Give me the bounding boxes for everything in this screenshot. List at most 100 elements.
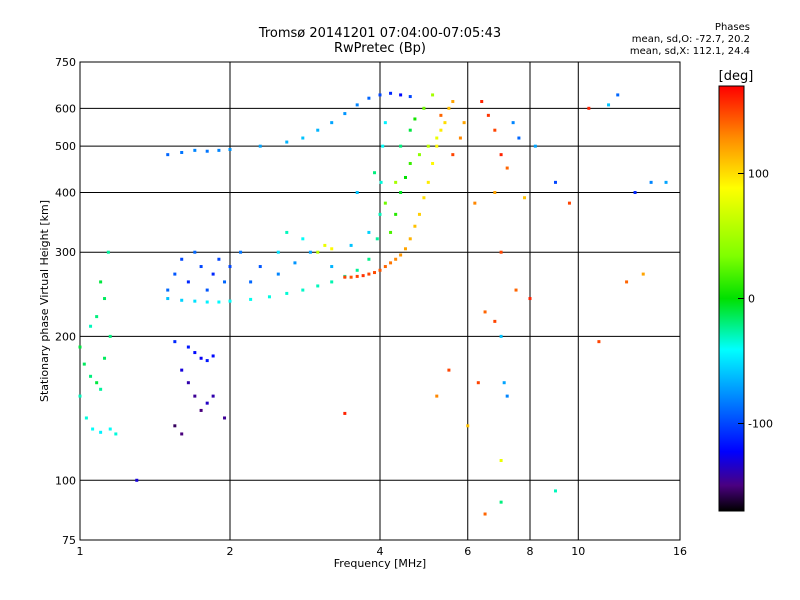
data-point <box>135 478 139 482</box>
data-point <box>205 149 209 153</box>
data-point <box>616 93 620 97</box>
data-point <box>276 250 280 254</box>
data-point <box>228 148 232 152</box>
data-point <box>394 212 398 216</box>
data-point <box>343 275 347 279</box>
data-point <box>316 128 320 132</box>
data-point <box>378 268 382 272</box>
data-point <box>399 144 403 148</box>
data-point <box>367 230 371 234</box>
data-point <box>205 288 209 292</box>
data-point <box>285 291 289 295</box>
data-point <box>293 261 297 265</box>
data-point <box>349 275 353 279</box>
data-point <box>394 257 398 261</box>
data-point <box>199 408 203 412</box>
data-point <box>99 430 103 434</box>
data-point <box>308 250 312 254</box>
data-point <box>451 100 455 104</box>
data-point <box>285 230 289 234</box>
data-point <box>301 237 305 241</box>
data-point <box>186 345 190 349</box>
data-point <box>426 144 430 148</box>
data-point <box>493 190 497 194</box>
data-point <box>597 340 601 344</box>
chart-subtitle: RwPretec (Bp) <box>333 41 427 56</box>
data-point <box>267 295 271 299</box>
data-point <box>587 106 591 110</box>
data-point <box>422 106 426 110</box>
data-point <box>249 280 253 284</box>
data-point <box>431 161 435 165</box>
data-point <box>211 354 215 358</box>
data-point <box>193 351 197 355</box>
data-point <box>205 359 209 363</box>
data-point <box>355 274 359 278</box>
data-point <box>493 128 497 132</box>
data-point <box>447 368 451 372</box>
data-point <box>323 243 327 247</box>
data-point <box>301 136 305 140</box>
data-point <box>180 432 184 436</box>
data-point <box>343 112 347 116</box>
data-point <box>499 334 503 338</box>
data-point <box>91 427 95 431</box>
data-point <box>78 345 82 349</box>
data-point <box>186 381 190 385</box>
y-tick-label: 400 <box>55 186 76 199</box>
colorbar-unit-label: [deg] <box>718 69 754 84</box>
data-point <box>439 128 443 132</box>
data-point <box>239 250 243 254</box>
data-point <box>389 261 393 265</box>
data-point <box>389 230 393 234</box>
data-point <box>367 257 371 261</box>
data-point <box>367 96 371 100</box>
data-point <box>355 268 359 272</box>
x-axis-label: Frequency [MHz] <box>334 557 426 570</box>
data-point <box>641 272 645 276</box>
x-tick-label: 1 <box>77 545 84 558</box>
data-point <box>649 180 653 184</box>
data-point <box>285 140 289 144</box>
data-point <box>173 424 177 428</box>
data-point <box>330 121 334 125</box>
stats-line-o: mean, sd,O: -72.7, 20.2 <box>631 34 750 45</box>
data-point <box>199 265 203 269</box>
data-point <box>505 394 509 398</box>
data-point <box>403 175 407 179</box>
x-tick-label: 16 <box>673 545 687 558</box>
data-point <box>108 427 112 431</box>
data-point <box>199 356 203 360</box>
data-point <box>106 250 110 254</box>
data-point <box>443 121 447 125</box>
data-point <box>217 300 221 304</box>
data-point <box>355 103 359 107</box>
data-point <box>316 284 320 288</box>
data-point <box>173 340 177 344</box>
y-tick-label: 100 <box>55 474 76 487</box>
data-point <box>408 128 412 132</box>
data-point <box>89 374 93 378</box>
data-point <box>499 250 503 254</box>
y-tick-label: 200 <box>55 330 76 343</box>
data-point <box>383 201 387 205</box>
data-point <box>343 411 347 415</box>
data-point <box>180 368 184 372</box>
data-point <box>379 180 383 184</box>
colorbar-tick-label: 100 <box>748 168 769 181</box>
data-point <box>523 196 527 200</box>
x-axis-ticks: 1 2 4 6 8 10 16 <box>77 545 688 558</box>
data-point <box>316 250 320 254</box>
data-point <box>173 272 177 276</box>
data-point <box>180 257 184 261</box>
data-point <box>349 243 353 247</box>
data-point <box>466 424 470 428</box>
data-point <box>373 171 377 175</box>
data-point <box>330 247 334 251</box>
colorbar-tick-label: -100 <box>748 418 773 431</box>
data-point <box>258 265 262 269</box>
data-point <box>301 288 305 292</box>
x-tick-label: 4 <box>377 545 384 558</box>
y-tick-label: 750 <box>55 56 76 69</box>
data-point <box>403 247 407 251</box>
